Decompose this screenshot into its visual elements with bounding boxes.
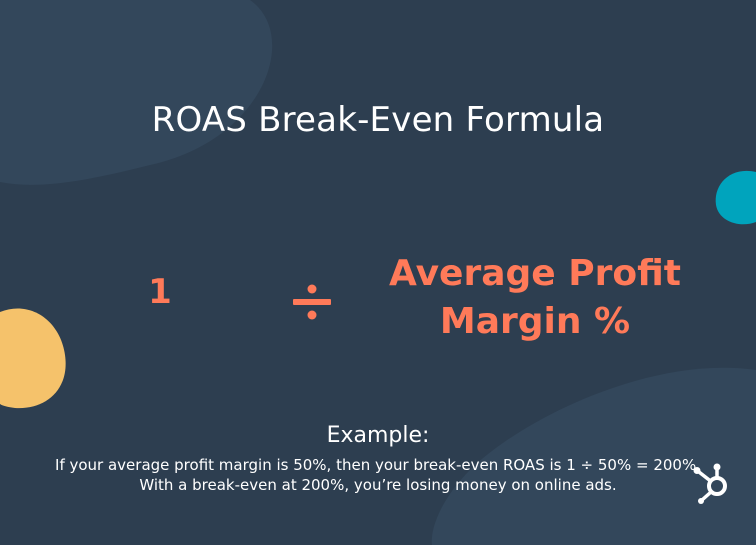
background-blob-top-left <box>0 0 273 185</box>
formula-denominator-line-1: Average Profit <box>389 253 681 294</box>
example-text: If your average profit margin is 50%, th… <box>55 456 701 494</box>
formula-denominator: Average Profit Margin % <box>380 250 690 346</box>
example-label: Example: <box>326 423 430 448</box>
yellow-blob <box>0 308 66 409</box>
hubspot-sprocket-icon <box>693 463 727 504</box>
teal-blob <box>715 170 756 225</box>
formula-numerator: 1 <box>148 272 172 312</box>
formula-denominator-line-2: Margin % <box>439 301 631 342</box>
divide-icon <box>293 284 331 320</box>
page-title: ROAS Break-Even Formula <box>151 100 605 140</box>
background-blob-bottom-right <box>431 367 756 545</box>
